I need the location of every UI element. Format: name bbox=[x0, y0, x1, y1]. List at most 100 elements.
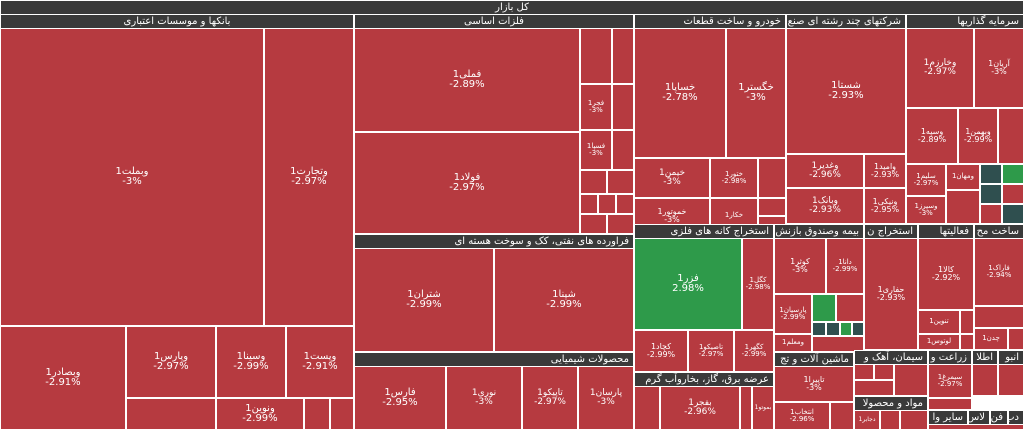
stock-tile-fazar[interactable]: فزر1 2.98% bbox=[634, 238, 742, 330]
stock-tile-small[interactable] bbox=[612, 28, 634, 84]
stock-tile-small[interactable] bbox=[960, 334, 974, 350]
sector-header-anbo[interactable]: انبو bbox=[998, 350, 1024, 365]
stock-tile-small[interactable] bbox=[998, 108, 1024, 164]
stock-tile-vtejarat[interactable]: وتجارت1 -2.97% bbox=[264, 28, 354, 326]
stock-tile-vnovin[interactable]: ونوین1 -2.99% bbox=[216, 398, 304, 430]
stock-tile-vpars[interactable]: وپارس1 -2.97% bbox=[126, 326, 216, 398]
stock-tile-kgol[interactable]: کگل1 -2.98% bbox=[742, 238, 774, 330]
stock-tile-small[interactable] bbox=[612, 130, 634, 170]
stock-tile-noori[interactable]: نوری1 -3% bbox=[446, 366, 522, 430]
stock-tile-neutral[interactable] bbox=[1002, 204, 1024, 224]
stock-tile-small[interactable] bbox=[580, 170, 607, 194]
stock-tile-small[interactable] bbox=[758, 198, 786, 216]
stock-tile-vbank[interactable]: وبانک1 -2.93% bbox=[786, 188, 864, 224]
stock-tile-shepna[interactable]: شپنا1 -2.99% bbox=[494, 248, 634, 352]
stock-tile-small[interactable] bbox=[880, 410, 900, 430]
stock-tile-shetran[interactable]: شتران1 -2.99% bbox=[354, 248, 494, 352]
stock-tile-vmalem[interactable]: ومعلم1 bbox=[774, 334, 812, 352]
stock-tile-parsan[interactable]: پارسان1 -3% bbox=[578, 366, 634, 430]
stock-tile-small[interactable] bbox=[900, 410, 928, 430]
stock-tile-tapira[interactable]: تاپیرا1 -3% bbox=[774, 366, 854, 402]
stock-tile-kosar[interactable]: کوثر1 -3% bbox=[774, 238, 826, 294]
stock-tile-shasta[interactable]: شستا1 -2.93% bbox=[786, 28, 906, 154]
stock-tile-small[interactable] bbox=[812, 336, 864, 352]
stock-tile-khgostar[interactable]: خگستر1 -3% bbox=[726, 28, 786, 158]
stock-tile-small[interactable] bbox=[928, 398, 972, 410]
stock-tile-vkharazm[interactable]: وخارزم1 -2.97% bbox=[906, 28, 974, 108]
stock-tile-neutral[interactable] bbox=[840, 322, 852, 336]
stock-tile-tonnovin[interactable]: تنوین1 bbox=[918, 310, 960, 334]
stock-tile-small[interactable] bbox=[874, 364, 894, 380]
stock-tile-tapiko2[interactable]: تاپیکو1 -2.97% bbox=[522, 366, 578, 430]
sector-header-activities[interactable]: فعالیتها bbox=[918, 224, 974, 239]
sector-header-insurance[interactable]: بیمه وصندوق بازنش bbox=[774, 224, 864, 239]
sector-header-metals[interactable]: فلزات اساسی bbox=[354, 14, 634, 29]
stock-tile-small[interactable] bbox=[960, 310, 974, 334]
stock-tile-small[interactable] bbox=[304, 398, 330, 430]
stock-tile-small[interactable] bbox=[894, 364, 928, 396]
stock-tile-small[interactable] bbox=[998, 364, 1024, 396]
market-title-bar[interactable]: کل بازار bbox=[0, 0, 1024, 15]
stock-tile-small[interactable] bbox=[126, 398, 216, 430]
stock-tile-lotus[interactable]: لوتوس1 bbox=[918, 334, 960, 350]
sector-header-fan[interactable]: فن bbox=[990, 410, 1008, 425]
stock-tile-small[interactable] bbox=[1002, 184, 1024, 204]
stock-tile-small[interactable] bbox=[607, 170, 634, 194]
stock-tile-small[interactable] bbox=[580, 214, 607, 234]
stock-tile-kheymen[interactable]: خیمن1 -3% bbox=[634, 158, 710, 198]
stock-tile-small[interactable] bbox=[330, 398, 354, 430]
sector-header-construction[interactable]: ساخت مح bbox=[974, 224, 1024, 239]
stock-tile-fsepa[interactable]: فسپا1 -3% bbox=[580, 130, 612, 170]
sector-header-utilities[interactable]: عرضه برق، گاز، بخاروآب گرم bbox=[634, 372, 774, 387]
stock-tile-foolad[interactable]: فولاد1 -2.97% bbox=[354, 132, 580, 234]
stock-tile-vmehan[interactable]: ومهان1 bbox=[946, 164, 980, 190]
sector-header-multi[interactable]: شرکتهای چند رشته ای صنع bbox=[786, 14, 906, 29]
stock-tile-neutral[interactable] bbox=[826, 322, 840, 336]
sector-header-sabir[interactable]: سایر وا bbox=[928, 410, 968, 425]
stock-tile-farak[interactable]: فاراک1 -2.94% bbox=[974, 238, 1024, 306]
stock-tile-vsina[interactable]: وسینا1 -2.99% bbox=[216, 326, 286, 398]
stock-tile-small[interactable] bbox=[580, 28, 612, 84]
stock-tile-vnik[interactable]: ونیکی1 -2.95% bbox=[864, 188, 906, 224]
stock-tile-khsapa[interactable]: خساپا1 -2.78% bbox=[634, 28, 726, 158]
stock-tile-small[interactable] bbox=[836, 294, 864, 322]
stock-tile-bmapna[interactable]: بموتو1 bbox=[752, 386, 774, 430]
stock-tile-chadan[interactable]: چدن1 bbox=[974, 328, 1008, 350]
stock-tile-neutral[interactable] bbox=[1002, 164, 1024, 184]
sector-header-oil[interactable]: فراورده های نفتی، کک و سوخت هسته ای bbox=[354, 234, 634, 249]
stock-tile-small[interactable] bbox=[974, 306, 1024, 328]
stock-tile-small[interactable] bbox=[598, 194, 616, 214]
sector-header-etla[interactable]: اطلا bbox=[972, 350, 998, 365]
stock-tile-sepahan[interactable]: سیمرغ1 -2.97% bbox=[928, 364, 972, 398]
stock-tile-dejaber[interactable]: دجابر1 bbox=[854, 410, 880, 430]
stock-tile-small[interactable] bbox=[740, 386, 752, 430]
stock-tile-salim[interactable]: سلیم1 -2.97% bbox=[906, 164, 946, 196]
stock-tile-vomid[interactable]: وامید1 -2.93% bbox=[864, 154, 906, 188]
stock-tile-neutral[interactable] bbox=[980, 164, 1002, 184]
stock-tile-vbmellat[interactable]: وبملت1 -3% bbox=[0, 28, 264, 326]
stock-tile-entekhab[interactable]: انتخاب1 -2.96% bbox=[774, 402, 830, 430]
stock-tile-bfajr[interactable]: بفجر1 -2.96% bbox=[660, 386, 740, 430]
stock-tile-small[interactable] bbox=[946, 190, 980, 224]
stock-tile-positive[interactable] bbox=[812, 294, 836, 322]
stock-tile-kala[interactable]: کالا1 -2.92% bbox=[918, 238, 974, 310]
stock-tile-small[interactable] bbox=[607, 214, 634, 234]
sector-header-invest[interactable]: سرمایه گذاریها bbox=[906, 14, 1024, 29]
stock-tile-neutral[interactable] bbox=[980, 184, 1002, 204]
stock-tile-faras[interactable]: فارس1 -2.95% bbox=[354, 366, 446, 430]
stock-tile-arian[interactable]: آریان1 -3% bbox=[974, 28, 1024, 108]
stock-tile-vsporz[interactable]: وسپرز1 -3% bbox=[906, 196, 946, 224]
sector-header-dab[interactable]: دب bbox=[1008, 410, 1024, 425]
stock-tile-small[interactable] bbox=[634, 386, 660, 430]
stock-tile-khtoor[interactable]: ختور1 -2.98% bbox=[710, 158, 758, 198]
sector-header-materials[interactable]: مواد و محصولا bbox=[854, 396, 928, 411]
stock-tile-vpost[interactable]: وپست1 -2.91% bbox=[286, 326, 354, 398]
stock-tile-small[interactable] bbox=[854, 380, 894, 396]
stock-tile-vbahman[interactable]: وبهمن1 -2.99% bbox=[958, 108, 998, 164]
sector-header-extract[interactable]: استخراج ن bbox=[864, 224, 918, 239]
sector-header-agri[interactable]: زراعت و bbox=[928, 350, 972, 365]
stock-tile-small[interactable] bbox=[1008, 328, 1024, 350]
stock-tile-vsapa[interactable]: وسپه1 -2.89% bbox=[906, 108, 958, 164]
stock-tile-tapiko[interactable]: تاصیکو1 -2.97% bbox=[688, 330, 734, 372]
stock-tile-small[interactable] bbox=[980, 204, 1002, 224]
